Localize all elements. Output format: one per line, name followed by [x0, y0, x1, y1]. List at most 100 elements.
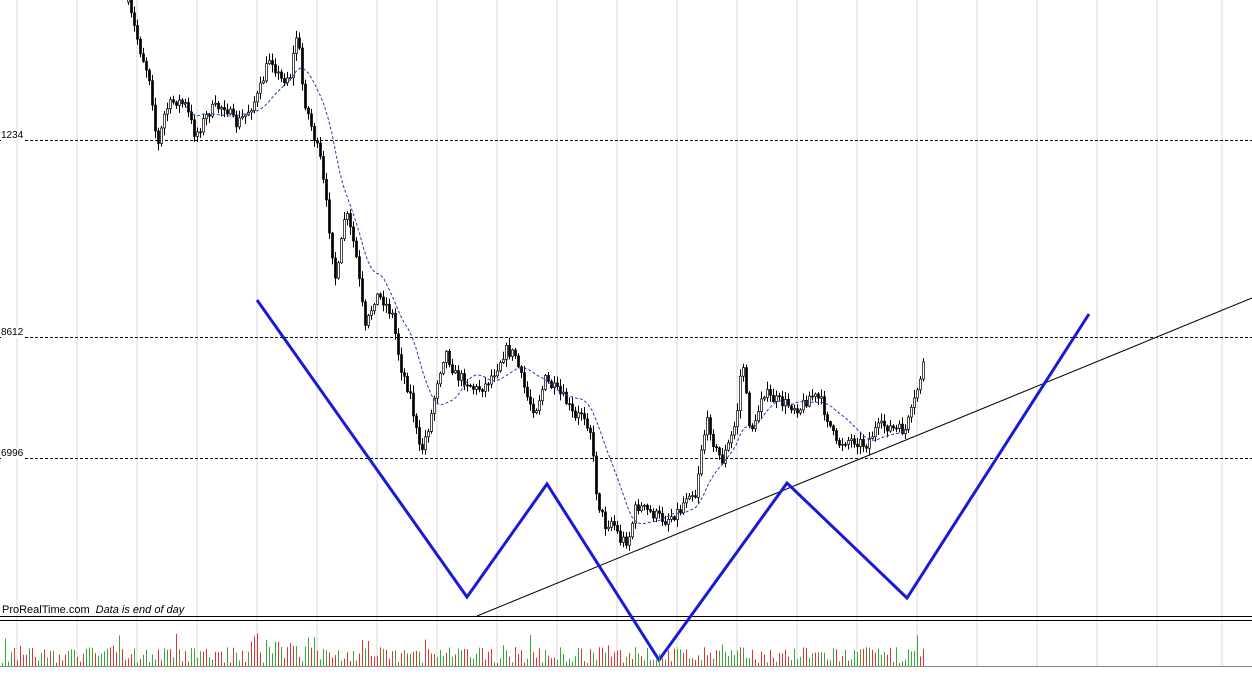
candle-body-234 — [829, 421, 832, 427]
candle-body-156 — [595, 455, 598, 495]
volume-bar-142 — [428, 649, 429, 666]
volume-bar-192 — [578, 647, 579, 666]
volume-bar-42 — [128, 658, 129, 666]
candle-body-37 — [238, 117, 241, 128]
candle-body-50 — [277, 71, 280, 74]
volume-bar-41 — [125, 659, 126, 666]
candle-body-140 — [547, 375, 550, 382]
candle-body-103 — [436, 383, 439, 399]
volume-bar-157 — [473, 658, 474, 666]
volume-bar-197 — [593, 652, 594, 666]
volume-bar-61 — [185, 651, 186, 666]
volume-bar-201 — [605, 652, 606, 666]
candle-body-59 — [304, 83, 307, 109]
volume-bar-114 — [344, 658, 345, 666]
volume-bar-298 — [896, 647, 897, 666]
volume-bar-13 — [41, 652, 42, 666]
volume-bar-174 — [524, 662, 525, 666]
volume-bar-284 — [854, 649, 855, 666]
candle-body-182 — [673, 516, 676, 521]
volume-bar-88 — [266, 639, 267, 666]
candle-body-93 — [406, 375, 409, 393]
volume-bar-32 — [98, 655, 99, 666]
volume-bar-212 — [638, 653, 639, 666]
candle-body-105 — [442, 362, 445, 374]
candle-body-147 — [568, 403, 571, 406]
volume-bar-185 — [557, 659, 558, 666]
candle-body-99 — [424, 436, 427, 450]
volume-bar-186 — [560, 647, 561, 666]
candle-body-64 — [319, 142, 322, 157]
candle-body-51 — [280, 71, 283, 79]
volume-bar-87 — [263, 662, 264, 666]
candle-body-27 — [208, 114, 211, 117]
volume-bar-92 — [278, 641, 279, 666]
candle-body-42 — [253, 101, 256, 111]
volume-bar-225 — [677, 648, 678, 666]
volume-bar-1 — [5, 638, 6, 666]
candle-body-88 — [391, 312, 394, 315]
volume-bar-151 — [455, 654, 456, 666]
candle-body-216 — [775, 395, 778, 403]
volume-bar-297 — [893, 661, 894, 666]
candle-body-106 — [445, 350, 448, 363]
volume-bar-73 — [221, 651, 222, 666]
volume-bar-22 — [68, 650, 69, 666]
candle-body-232 — [823, 396, 826, 416]
volume-bar-9 — [29, 648, 30, 666]
candle-body-98 — [421, 443, 424, 450]
candle-body-190 — [697, 473, 700, 498]
candle-body-9 — [154, 104, 157, 132]
volume-bar-213 — [641, 656, 642, 666]
volume-bar-237 — [713, 658, 714, 666]
candle-body-161 — [610, 521, 613, 528]
candle-body-116 — [475, 386, 478, 390]
candle-body-45 — [262, 80, 265, 84]
candle-body-139 — [544, 375, 547, 390]
candle-body-56 — [295, 37, 298, 54]
volume-bar-273 — [821, 652, 822, 666]
candle-body-209 — [754, 420, 757, 430]
candle-body-2 — [133, 12, 136, 26]
candle-body-90 — [397, 333, 400, 355]
volume-bar-106 — [320, 659, 321, 666]
volume-bar-139 — [419, 651, 420, 666]
candle-body-1 — [130, 0, 133, 14]
volume-bar-85 — [257, 633, 258, 666]
candle-body-73 — [346, 213, 349, 220]
candle-body-183 — [676, 509, 679, 521]
volume-bar-25 — [77, 657, 78, 666]
volume-bar-247 — [743, 647, 744, 666]
volume-bar-221 — [665, 659, 666, 666]
volume-bar-147 — [443, 655, 444, 666]
volume-bar-200 — [602, 647, 603, 666]
volume-bar-150 — [452, 656, 453, 666]
candle-body-154 — [589, 427, 592, 433]
candle-body-181 — [670, 516, 673, 520]
volume-bar-71 — [215, 651, 216, 666]
volume-bar-2 — [8, 661, 9, 666]
candle-body-258 — [901, 423, 904, 434]
volume-bar-154 — [464, 648, 465, 666]
candle-body-251 — [880, 420, 883, 424]
candle-body-162 — [613, 521, 616, 526]
volume-bar-132 — [398, 661, 399, 666]
candle-body-200 — [727, 442, 730, 451]
candle-body-112 — [463, 373, 466, 386]
candle-body-52 — [283, 77, 286, 83]
volume-bar-6 — [20, 645, 21, 666]
volume-bar-143 — [431, 653, 432, 666]
candle-body-143 — [556, 382, 559, 387]
volume-bar-238 — [716, 650, 717, 666]
volume-bar-108 — [326, 650, 327, 666]
candle-body-178 — [661, 513, 664, 522]
candle-body-57 — [298, 37, 301, 49]
candle-body-191 — [700, 449, 703, 475]
candle-body-133 — [526, 386, 529, 398]
volume-bar-171 — [515, 647, 516, 666]
candle-body-221 — [790, 405, 793, 411]
candle-body-146 — [565, 391, 568, 405]
volume-bar-179 — [539, 648, 540, 666]
candle-body-229 — [814, 393, 817, 397]
